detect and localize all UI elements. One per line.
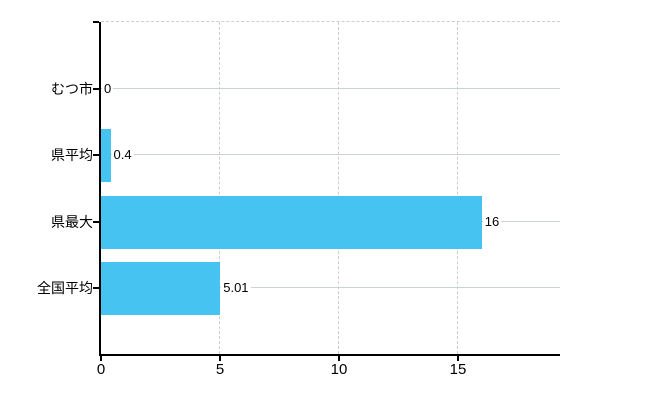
- y-axis-tick: [93, 221, 99, 223]
- value-label: 0.4: [111, 146, 134, 164]
- x-axis-tick: [338, 356, 340, 361]
- x-axis-tick: [219, 356, 221, 361]
- vertical-gridline: [219, 22, 220, 354]
- plot-top-border: [101, 21, 560, 22]
- y-axis-tick: [93, 287, 99, 289]
- value-label: 16: [482, 213, 502, 231]
- category-label: 県平均: [51, 147, 93, 163]
- vertical-gridline: [457, 22, 458, 354]
- value-label: 5.01: [221, 279, 251, 297]
- y-axis-line: [99, 22, 101, 354]
- x-tick-label: 15: [449, 361, 467, 378]
- x-axis-tick: [100, 356, 102, 361]
- y-axis-tick: [93, 154, 99, 156]
- category-label: 全国平均: [37, 280, 93, 296]
- vertical-gridline: [338, 22, 339, 354]
- horizontal-gridline: [101, 287, 560, 288]
- y-axis-top-tick: [93, 21, 99, 23]
- horizontal-gridline: [101, 88, 560, 89]
- x-tick-label: 0: [96, 361, 106, 378]
- category-label: 県最大: [51, 214, 93, 230]
- value-label: 0: [102, 80, 114, 98]
- x-tick-label: 5: [215, 361, 225, 378]
- x-axis-tick: [457, 356, 459, 361]
- horizontal-gridline: [101, 154, 560, 155]
- x-tick-label: 10: [330, 361, 348, 378]
- y-axis-tick: [93, 88, 99, 90]
- bar: [101, 261, 221, 315]
- category-label: むつ市: [51, 81, 93, 97]
- bar: [101, 128, 111, 182]
- x-axis-line: [99, 354, 560, 356]
- bar: [101, 195, 482, 249]
